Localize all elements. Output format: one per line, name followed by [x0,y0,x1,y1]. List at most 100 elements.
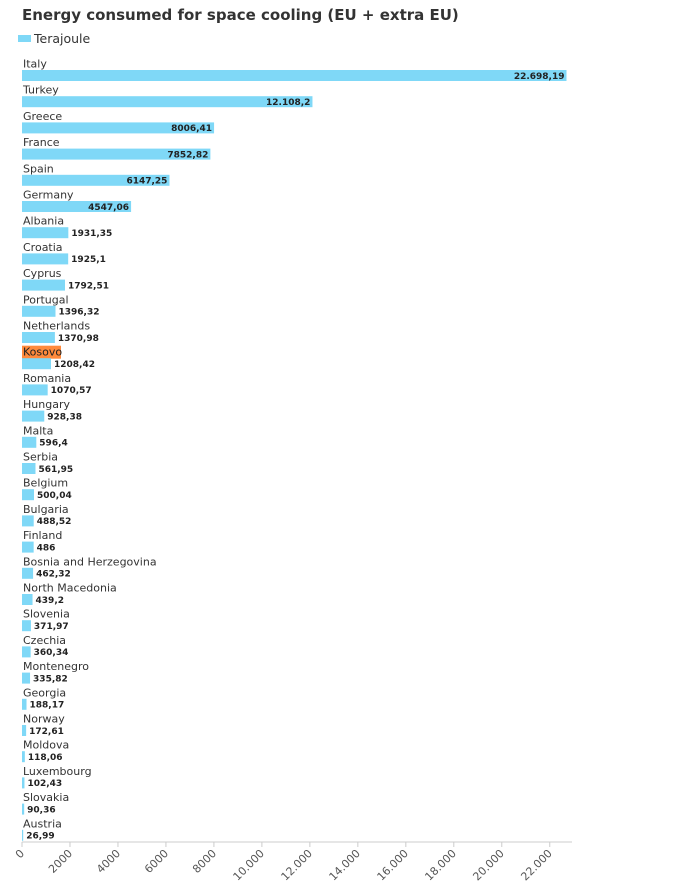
category-label: Germany [23,189,74,202]
bar [22,777,25,789]
category-label: Belgium [23,477,68,490]
category-label: Norway [23,713,65,726]
data-label: 8006,41 [171,124,212,134]
legend[interactable]: Terajoule [18,31,90,46]
data-label: 102,43 [27,779,62,789]
x-tick-label: 22.000 [518,847,554,883]
data-label: 1925,1 [71,255,106,265]
category-label: Slovakia [23,791,69,804]
data-label: 1396,32 [58,308,99,318]
category-label: Netherlands [23,320,90,333]
category-label: Bulgaria [23,503,69,516]
x-tick-label: 6000 [142,847,171,876]
category-label: Cyprus [23,267,62,280]
category-label: Malta [23,424,53,437]
legend-swatch [18,35,31,42]
x-tick-label: 16.000 [375,847,411,883]
data-label: 7852,82 [167,150,208,160]
data-label: 1208,42 [54,360,95,370]
category-label: Romania [23,372,71,385]
bar [22,253,69,265]
bar [22,751,25,763]
category-label: Georgia [23,686,66,699]
data-label: 439,2 [36,596,64,606]
data-label: 26,99 [26,832,54,842]
bar [22,436,37,448]
bar [22,803,25,815]
data-label: 462,32 [36,570,71,580]
bar [22,279,65,291]
bar [22,148,211,160]
bar [22,541,34,553]
category-label: Finland [23,529,62,542]
data-label: 6147,25 [126,177,167,187]
data-label: 12.108,2 [266,98,310,108]
category-label: Serbia [23,451,58,464]
bar [22,122,215,134]
bar [22,201,132,212]
bar [22,672,31,684]
bar [22,829,24,841]
bar [22,332,55,343]
data-label: 371,97 [34,622,69,632]
category-label: Kosovo [23,346,62,359]
category-label: Portugal [23,293,69,306]
x-tick-label: 20.000 [470,847,506,883]
bar [22,70,567,81]
bar [22,725,27,736]
bar [22,358,51,370]
bar [22,410,45,422]
data-label: 22.698,19 [514,72,565,82]
bar [22,698,27,710]
category-label: Luxembourg [23,765,92,778]
data-label: 118,06 [28,753,63,763]
x-tick-label: 2000 [46,847,75,876]
category-label: Bosnia and Herzegovina [23,555,157,568]
data-label: 335,82 [33,674,68,684]
bar [22,646,31,658]
category-label: Greece [23,110,62,123]
bar [22,305,56,317]
bar [22,567,34,579]
category-highlight [22,345,61,359]
category-label: Turkey [22,84,59,97]
data-label: 1931,35 [71,229,112,239]
data-label: 1070,57 [51,386,92,396]
category-label: Austria [23,817,62,830]
x-tick-label: 14.000 [327,847,363,883]
x-tick-label: 12.000 [279,847,315,883]
data-label: 90,36 [27,805,55,815]
category-label: Albania [23,215,64,228]
data-label: 500,04 [37,491,72,501]
data-label: 561,95 [38,465,73,475]
data-label: 928,38 [47,412,82,422]
bar [22,489,34,501]
x-tick-label: 4000 [94,847,123,876]
data-label: 488,52 [37,517,72,527]
category-label: Moldova [23,739,69,752]
bar [22,594,33,605]
bar [22,174,170,186]
category-label: Slovenia [23,608,70,621]
data-label: 4547,06 [88,203,129,213]
bar [22,463,36,474]
category-label: North Macedonia [23,582,117,595]
x-tick-label: 0 [13,847,27,861]
bar [22,227,69,239]
category-label: Hungary [23,398,70,411]
category-label: Italy [23,58,47,71]
category-label: France [23,136,60,149]
data-label: 360,34 [34,648,69,658]
category-label: Croatia [23,241,63,254]
data-label: 1792,51 [68,281,109,291]
category-label: Spain [23,162,54,175]
bar [22,96,313,108]
bar [22,384,48,396]
data-label: 486 [37,543,56,553]
category-label: Montenegro [23,660,89,673]
bar [22,515,34,527]
category-label: Czechia [23,634,66,647]
data-label: 596,4 [39,439,67,449]
x-tick-label: 10.000 [231,847,267,883]
